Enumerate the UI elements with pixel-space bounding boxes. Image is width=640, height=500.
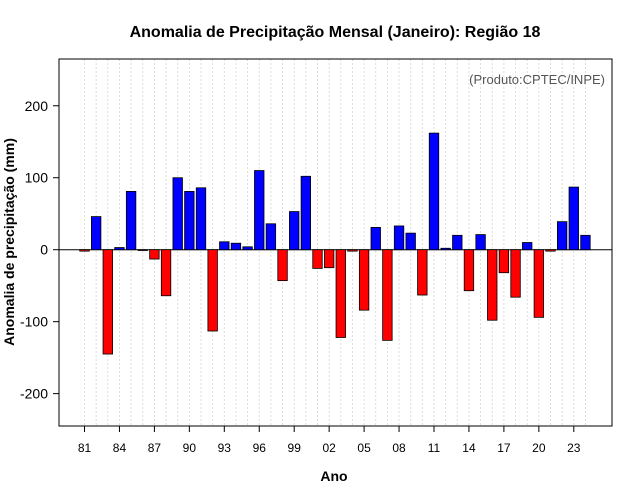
y-axis-ticks: -200 -100 0 100 200 [20,98,59,402]
x-tick-label: 81 [78,441,92,455]
bar-2000 [300,175,312,251]
x-tick-label: 02 [322,441,336,455]
x-tick-label: 84 [113,441,127,455]
chart-title: Anomalia de Precipitação Mensal (Janeiro… [130,24,541,41]
y-tick-label: -200 [20,386,48,402]
y-tick-label: 200 [25,98,49,114]
bar-1997 [265,223,277,251]
grid-lines [84,59,586,426]
bar-1986 [137,249,148,251]
bar-2013 [452,234,463,251]
bar-2023 [568,186,579,251]
x-tick-label: 11 [428,441,441,455]
y-tick-label: 100 [25,170,49,186]
y-tick-label: 0 [40,242,48,258]
x-tick-label: 99 [288,441,302,455]
bar-1990 [184,191,195,251]
bar-2019 [522,242,533,251]
bar-2022 [557,221,568,251]
x-tick-label: 23 [567,441,581,455]
bar-1988 [160,249,172,297]
x-axis-label: Ano [320,468,347,484]
bar-1983 [102,249,113,355]
x-tick-label: 08 [392,441,406,455]
x-tick-label: 17 [497,441,511,455]
bar-1985 [125,191,137,251]
bar-1995 [242,246,253,251]
bar-2017 [498,249,510,274]
bar-1982 [91,216,102,251]
x-tick-label: 05 [357,441,371,455]
bar-2012 [440,247,451,251]
bar-2004 [347,249,358,252]
bar-2024 [580,234,591,251]
bar-2015 [475,234,486,251]
bar-2011 [428,132,440,251]
x-tick-label: 87 [148,441,162,455]
bar-1981 [79,249,90,252]
bar-2021 [545,249,556,252]
x-tick-label: 93 [218,441,232,455]
y-axis-label: Anomalia de precipitação (mm) [1,138,17,346]
x-tick-label: 20 [532,441,546,455]
bar-1984 [114,247,125,251]
bar-2002 [323,249,335,269]
bar-2010 [417,249,428,296]
bar-2018 [510,249,521,298]
bar-2020 [533,249,544,318]
bar-2009 [405,232,416,251]
bar-2006 [370,226,381,251]
bar-2003 [335,249,346,338]
x-tick-label: 90 [183,441,197,455]
bar-2001 [312,249,323,269]
plot-frame [58,58,613,427]
y-tick-label: -100 [20,314,48,330]
bar-1987 [149,249,160,260]
bar-1989 [172,177,183,251]
bar-2014 [463,249,475,292]
bars [79,132,591,355]
bar-1994 [230,242,242,251]
x-tick-label: 96 [253,441,267,455]
bar-2008 [393,225,405,251]
x-tick-label: 14 [462,441,476,455]
bar-1991 [195,187,207,251]
bar-1999 [289,211,300,251]
bar-2005 [358,249,370,311]
credit-text: (Produto:CPTEC/INPE) [469,72,605,87]
bar-2016 [487,249,498,321]
bar-1993 [219,241,230,251]
bar-2007 [382,249,393,341]
bar-1998 [277,249,288,282]
bar-1992 [207,249,218,332]
bar-1996 [254,170,265,251]
x-axis-ticks: 81 84 87 90 93 96 99 02 05 08 11 14 17 20 23 [78,426,581,455]
